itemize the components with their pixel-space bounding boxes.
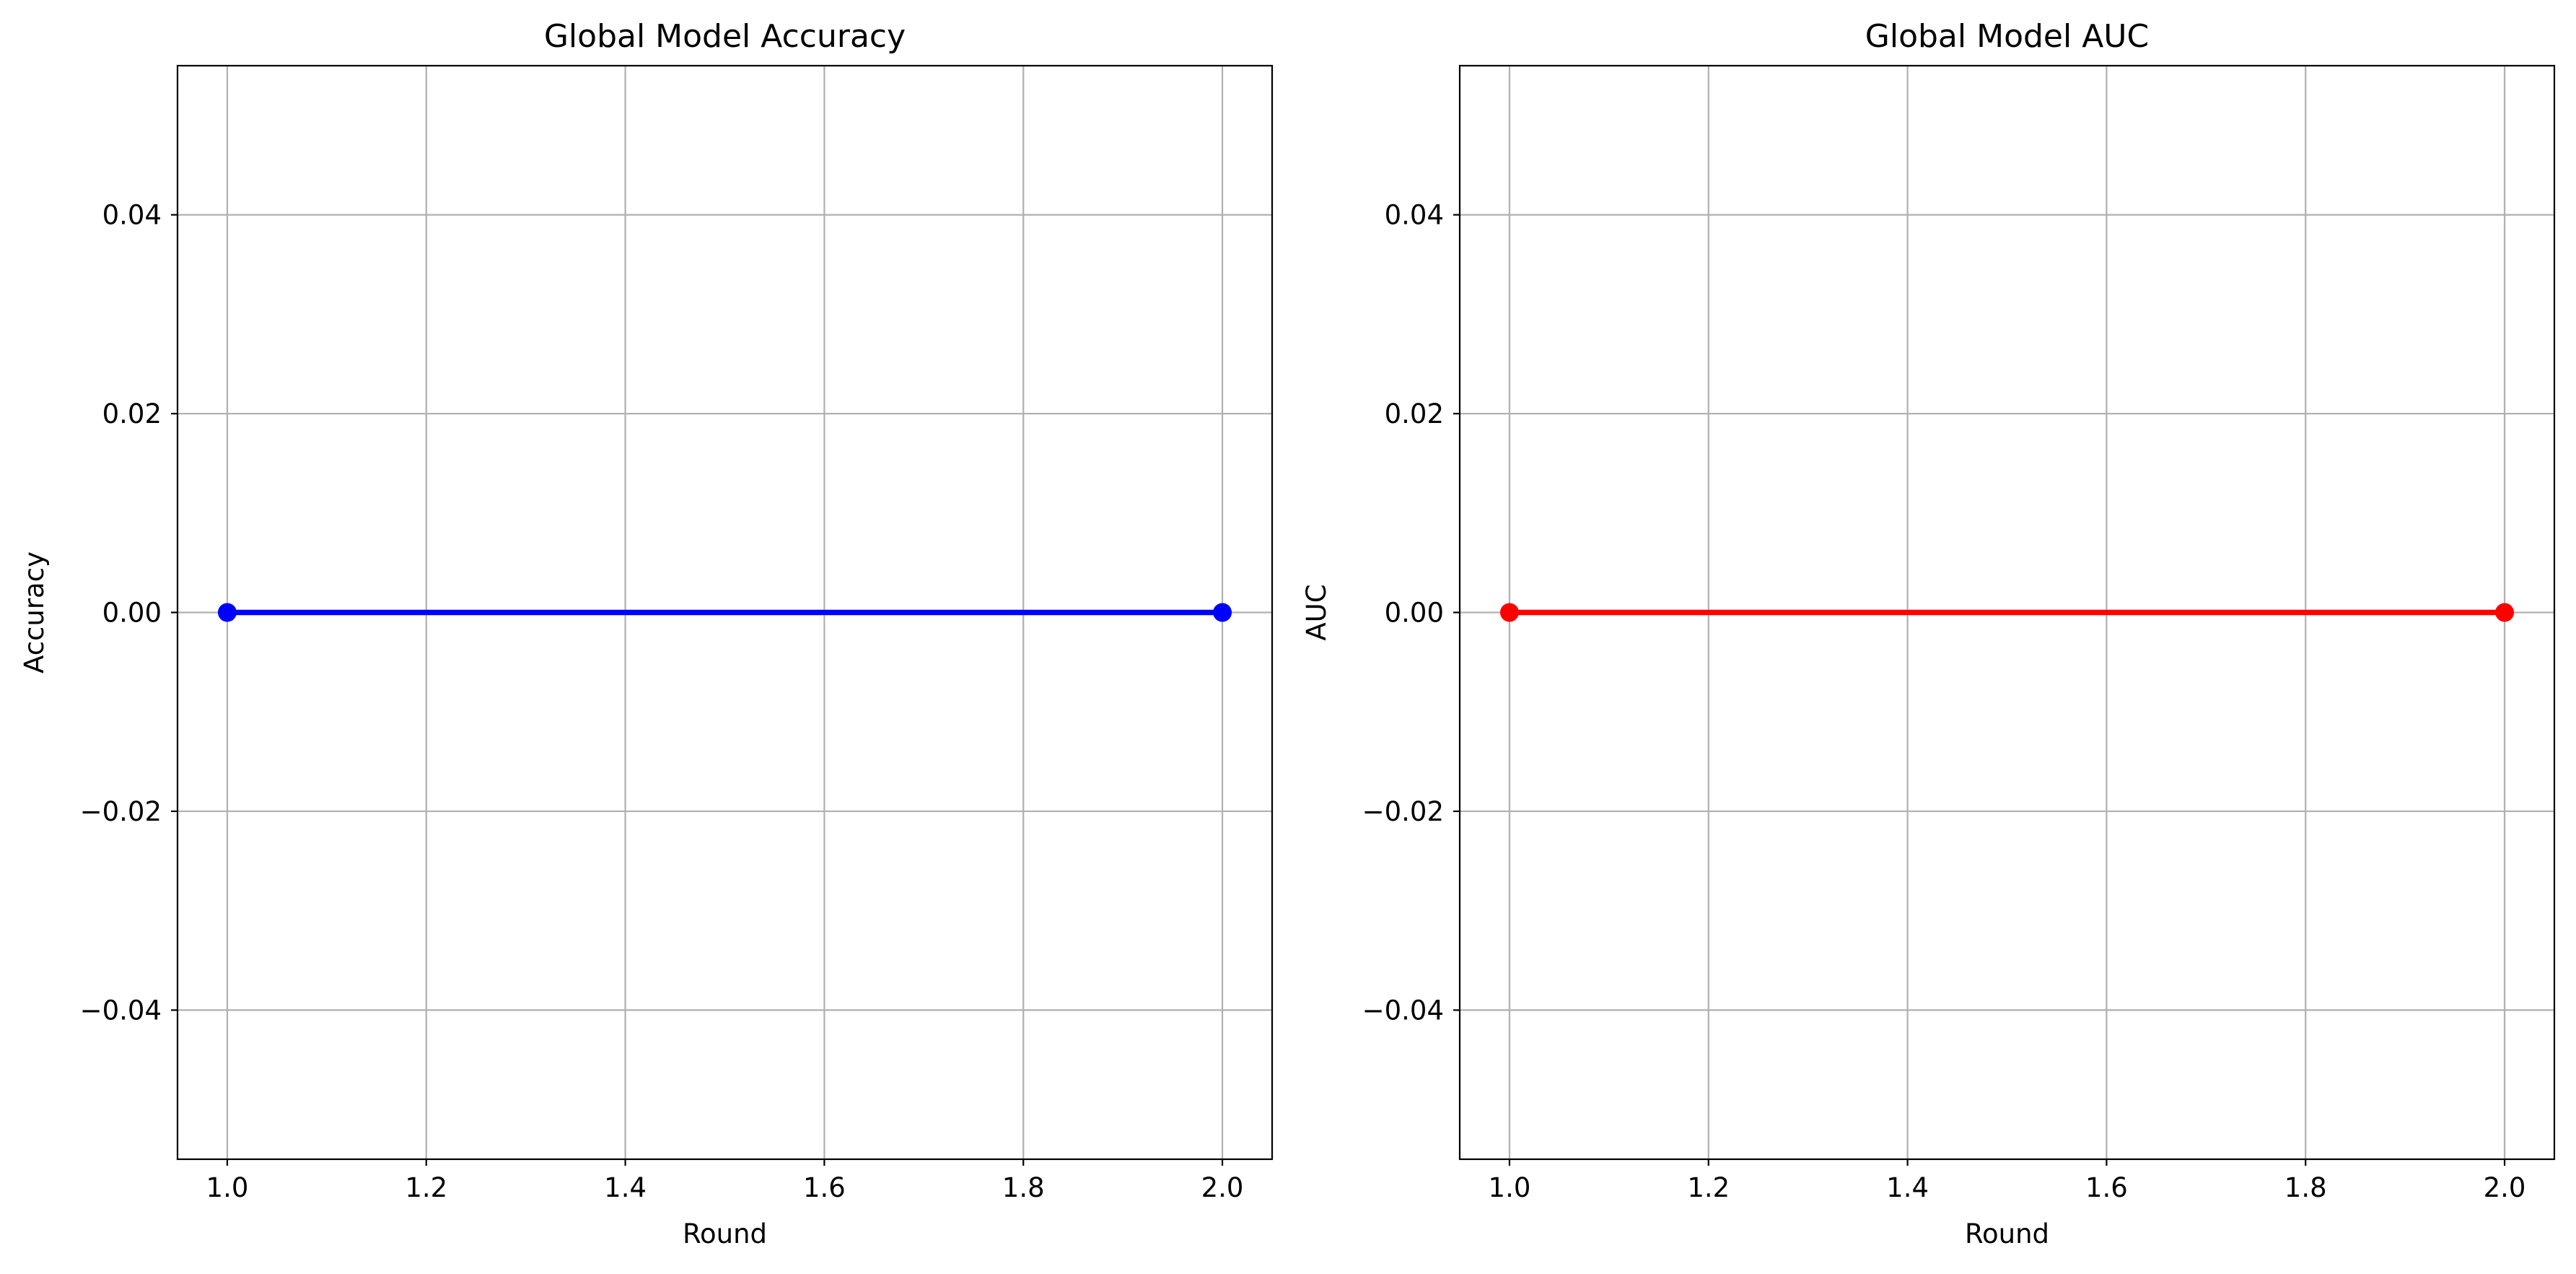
y-tick-label: 0.04	[102, 200, 162, 231]
accuracy-data-point	[217, 603, 237, 622]
x-tick-label: 1.2	[405, 1172, 447, 1203]
x-tick-label: 1.8	[2284, 1172, 2327, 1203]
y-tick-label: 0.02	[102, 398, 162, 429]
x-tick-label: 1.6	[2085, 1172, 2128, 1203]
x-tick-label: 1.4	[1886, 1172, 1929, 1203]
accuracy-data-point	[1213, 603, 1232, 622]
auc-chart-panel: 1.0 1.2 1.4 1.6 1.8 2.0 −0.04 −0.02 0.00 0.02 0.04…	[1301, 18, 2556, 1249]
accuracy-chart-title: Global Model Accuracy	[544, 18, 906, 55]
y-tick-label: −0.02	[80, 796, 162, 827]
y-tick-label: 0.04	[1385, 200, 1444, 231]
x-tick-label: 1.4	[604, 1172, 647, 1203]
x-tick-label: 1.0	[206, 1172, 249, 1203]
y-tick-label: −0.02	[1362, 796, 1444, 827]
auc-data-point	[2495, 603, 2515, 622]
x-tick-label: 2.0	[1201, 1172, 1244, 1203]
y-tick-label: 0.00	[102, 598, 162, 629]
x-tick-label: 1.6	[803, 1172, 846, 1203]
auc-data-point	[1499, 603, 1519, 622]
x-tick-label: 2.0	[2484, 1172, 2526, 1203]
y-tick-label: 0.00	[1385, 598, 1444, 629]
y-tick-label: −0.04	[1362, 995, 1444, 1026]
accuracy-axes-frame	[176, 64, 1274, 1161]
x-tick-label: 1.8	[1002, 1172, 1045, 1203]
auc-y-axis-label: AUC	[1301, 584, 1332, 640]
auc-axes-frame	[1458, 64, 2556, 1161]
x-tick-label: 1.2	[1687, 1172, 1730, 1203]
accuracy-y-axis-label: Accuracy	[19, 551, 50, 673]
auc-x-axis-label: Round	[1965, 1218, 2049, 1249]
auc-chart-title: Global Model AUC	[1865, 18, 2149, 55]
x-tick-label: 1.0	[1489, 1172, 1531, 1203]
accuracy-chart-panel: 1.0 1.2 1.4 1.6 1.8 2.0 −0.04 −0.02 0.00 0.02 0.04…	[19, 18, 1274, 1249]
y-tick-label: 0.02	[1385, 398, 1444, 429]
accuracy-x-axis-label: Round	[683, 1218, 767, 1249]
y-tick-label: −0.04	[80, 995, 162, 1026]
